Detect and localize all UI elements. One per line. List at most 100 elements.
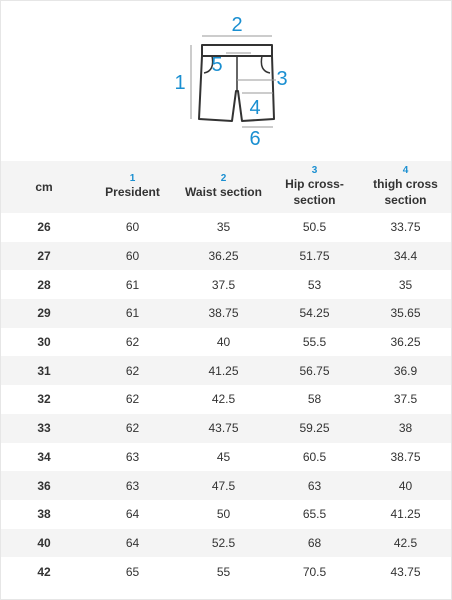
table-cell: 35.65 [360,299,451,328]
table-row: 32 62 42.5 58 37.5 [1,385,451,414]
header-cell: 3 Hip cross-section [269,161,360,213]
measure-label: 4 [249,97,260,119]
measure-label: 5 [211,54,222,76]
size-cell: 28 [37,277,51,292]
table-cell: 52.5 [178,528,269,558]
measure-label: 2 [231,14,242,36]
column-label: thigh cross section [373,177,438,207]
size-table: cm 1 President 2 Waist section 3 Hip cross-sec… [1,161,451,586]
table-cell: 58 [307,392,322,407]
table-cell: 38 [360,413,451,443]
column-number: 3 [311,165,318,176]
table-cell: 70.5 [302,564,327,579]
size-cell: 36 [1,471,87,500]
table-row: 31 62 41.25 56.75 36.9 [1,356,451,386]
table-cell: 61 [87,299,178,328]
table-cell: 60 [125,220,140,235]
table-cell: 63 [125,449,140,464]
table-cell: 62 [87,356,178,386]
column-label: President [105,185,160,199]
header-cell: 2 Waist section [178,161,269,213]
table-row: 27 60 36.25 51.75 34.4 [1,241,451,271]
size-cell: 40 [1,528,87,558]
table-cell: 35 [216,220,231,235]
size-cell: 31 [1,356,87,386]
measure-label: 3 [276,68,287,90]
table-row: 28 61 37.5 53 35 [1,270,451,299]
table-cell: 40 [360,471,451,500]
column-label: Hip cross-section [285,177,344,207]
table-row: 34 63 45 60.5 38.75 [1,443,451,472]
column-number: 2 [220,173,227,184]
table-cell: 55 [216,564,231,579]
table-cell: 62 [87,413,178,443]
table-cell: 42.5 [211,392,236,407]
column-number: 1 [129,173,136,184]
table-row: 40 64 52.5 68 42.5 [1,528,451,558]
measure-label: 1 [174,72,185,94]
header-cell: 4 thigh cross section [360,161,451,213]
table-cell: 65 [125,564,140,579]
shorts-diagram: 25 3 1 4 6 [174,14,287,150]
size-cell: 26 [37,220,51,235]
table-cell: 61 [125,277,140,292]
table-row: 26 60 35 50.5 33.75 [1,213,451,242]
table-cell: 63 [87,471,178,500]
table-cell: 62 [125,335,140,350]
table-cell: 65.5 [302,507,327,522]
table-cell: 33.75 [390,220,421,235]
measure-label: 6 [249,128,260,150]
table-cell: 51.75 [269,241,360,271]
table-cell: 59.25 [269,413,360,443]
table-cell: 56.75 [269,356,360,386]
table-cell: 41.25 [390,507,421,522]
table-cell: 35 [398,277,413,292]
table-cell: 42.5 [360,528,451,558]
size-cell: 38 [37,507,51,522]
table-cell: 36.25 [178,241,269,271]
table-cell: 40 [216,335,231,350]
table-cell: 37.5 [211,277,236,292]
table-cell: 45 [216,449,231,464]
table-cell: 43.75 [178,413,269,443]
table-row: 33 62 43.75 59.25 38 [1,413,451,443]
table-cell: 36.25 [390,335,421,350]
table-cell: 60.5 [302,449,327,464]
table-cell: 68 [269,528,360,558]
table-row: 42 65 55 70.5 43.75 [1,557,451,586]
table-cell: 64 [87,528,178,558]
table-cell: 50.5 [302,220,327,235]
table-cell: 62 [125,392,140,407]
column-label: cm [35,180,53,194]
table-cell: 63 [269,471,360,500]
table-cell: 55.5 [302,335,327,350]
header-cell: cm [1,161,87,213]
table-cell: 50 [216,507,231,522]
table-cell: 43.75 [390,564,421,579]
table-row: 29 61 38.75 54.25 35.65 [1,299,451,328]
size-cell: 30 [37,335,51,350]
size-cell: 34 [37,449,51,464]
table-cell: 41.25 [178,356,269,386]
size-cell: 29 [1,299,87,328]
header-cell: 1 President [87,161,178,213]
table-row: 38 64 50 65.5 41.25 [1,500,451,529]
size-cell: 33 [1,413,87,443]
column-number: 4 [402,165,409,176]
column-label: Waist section [185,185,262,199]
size-cell: 42 [37,564,51,579]
size-cell: 27 [1,241,87,271]
table-cell: 53 [307,277,322,292]
table-cell: 37.5 [393,392,418,407]
size-cell: 32 [37,392,51,407]
table-row: 36 63 47.5 63 40 [1,471,451,500]
table-cell: 54.25 [269,299,360,328]
table-cell: 38.75 [178,299,269,328]
table-cell: 38.75 [390,449,421,464]
table-cell: 47.5 [178,471,269,500]
table-cell: 60 [87,241,178,271]
table-cell: 36.9 [360,356,451,386]
table-row: 30 62 40 55.5 36.25 [1,328,451,357]
table-cell: 64 [125,507,140,522]
